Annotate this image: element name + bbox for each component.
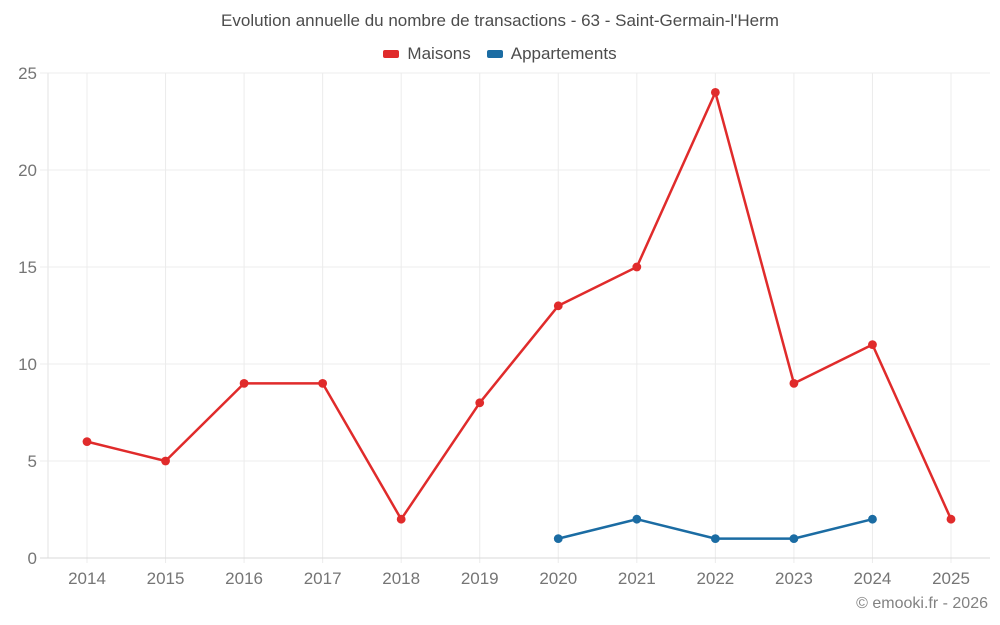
data-point-maisons-2023[interactable] — [789, 379, 799, 388]
data-point-maisons-2014[interactable] — [82, 437, 92, 446]
legend-label-appartements: Appartements — [510, 44, 617, 63]
y-axis-label: 0 — [28, 549, 37, 568]
legend-item-appartements[interactable]: Appartements — [486, 44, 617, 64]
x-axis-label: 2014 — [68, 569, 106, 588]
y-axis-label: 15 — [18, 258, 37, 277]
y-axis-label: 10 — [18, 355, 37, 374]
data-point-maisons-2017[interactable] — [318, 379, 328, 388]
y-axis-label: 25 — [18, 64, 37, 83]
data-point-maisons-2021[interactable] — [632, 262, 642, 272]
data-point-appartements-2021[interactable] — [632, 514, 642, 524]
x-axis-label: 2024 — [854, 569, 892, 588]
data-point-maisons-2016[interactable] — [239, 379, 249, 388]
x-axis-label: 2021 — [618, 569, 656, 588]
data-point-maisons-2025[interactable] — [946, 514, 956, 524]
y-axis-label: 5 — [28, 452, 37, 471]
maisons-swatch-icon — [383, 50, 400, 58]
x-axis-label: 2019 — [461, 569, 499, 588]
data-point-appartements-2022[interactable] — [710, 534, 720, 543]
copyright-text: © emooki.fr - 2026 — [856, 595, 988, 612]
x-axis-label: 2020 — [539, 569, 577, 588]
series-line-maisons — [85, 91, 953, 521]
data-point-appartements-2023[interactable] — [789, 534, 799, 543]
x-axis-label: 2017 — [304, 569, 342, 588]
x-axis-label: 2025 — [932, 569, 970, 588]
x-axis-label: 2016 — [225, 569, 263, 588]
x-axis-label: 2015 — [147, 569, 185, 588]
chart-title: Evolution annuelle du nombre de transact… — [221, 11, 779, 30]
data-point-appartements-2024[interactable] — [868, 514, 877, 524]
data-point-maisons-2018[interactable] — [396, 514, 406, 524]
data-point-appartements-2020[interactable] — [553, 534, 563, 543]
data-point-maisons-2020[interactable] — [553, 301, 563, 311]
data-point-maisons-2024[interactable] — [868, 340, 877, 349]
data-point-maisons-2015[interactable] — [161, 456, 170, 466]
x-axis-label: 2018 — [382, 569, 420, 588]
legend-item-maisons[interactable]: Maisons — [383, 44, 471, 64]
y-axis-label: 20 — [18, 161, 37, 180]
x-axis-label: 2023 — [775, 569, 813, 588]
x-axis-label: 2022 — [696, 569, 734, 588]
data-point-maisons-2022[interactable] — [710, 88, 720, 97]
legend-label-maisons: Maisons — [407, 44, 471, 63]
appartements-swatch-icon — [486, 50, 503, 58]
data-point-maisons-2019[interactable] — [475, 398, 485, 408]
chart-legend: Maisons Appartements — [0, 44, 1000, 64]
